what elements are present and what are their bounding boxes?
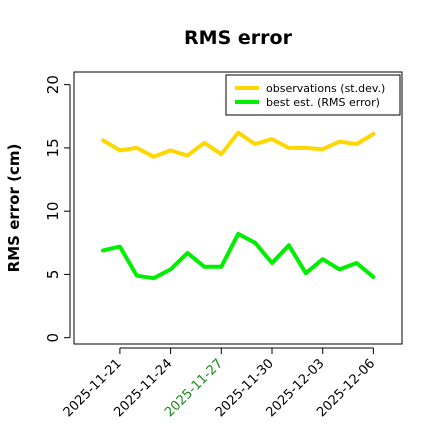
x-axis: 2025-11-212025-11-242025-11-272025-11-30…: [61, 347, 378, 420]
y-tick-label: 15: [44, 138, 62, 157]
y-tick-label: 0: [44, 333, 62, 343]
y-tick-label: 20: [44, 75, 62, 94]
legend-label-0: observations (st.dev.): [266, 82, 385, 95]
y-axis-label: RMS error (cm): [5, 144, 23, 273]
y-tick-label: 10: [44, 202, 62, 221]
series-line-0: [101, 130, 376, 159]
legend-label-1: best est. (RMS error): [266, 96, 380, 109]
y-tick-label: 5: [44, 270, 62, 280]
legend: observations (st.dev.)best est. (RMS err…: [225, 74, 401, 116]
series-line-1: [101, 231, 376, 281]
series-layer: [101, 130, 376, 281]
legend-box: [225, 74, 401, 116]
y-axis: 0 5 10 15 20: [44, 75, 71, 343]
plot-frame: [73, 71, 403, 345]
chart-title: RMS error: [184, 27, 293, 49]
